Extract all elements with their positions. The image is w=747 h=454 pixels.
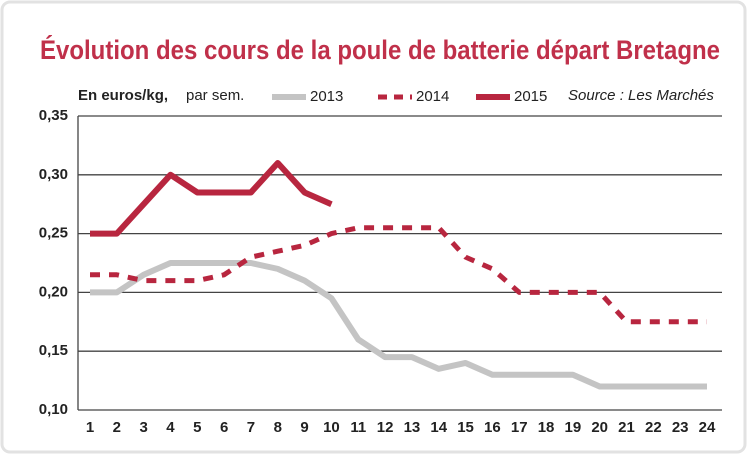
x-tick-label: 23 [672, 419, 689, 436]
legend-label: 2013 [310, 88, 343, 105]
y-tick-label: 0,35 [39, 107, 68, 124]
series-line [90, 260, 707, 390]
source: Source : Les Marchés [568, 87, 714, 104]
x-tick-label: 5 [193, 419, 201, 436]
x-tick-label: 1 [86, 419, 94, 436]
x-tick-label: 17 [511, 419, 528, 436]
series-line [90, 160, 333, 237]
x-tick-label: 12 [377, 419, 394, 436]
x-tick-label: 18 [538, 419, 555, 436]
x-tick-label: 16 [484, 419, 501, 436]
x-tick-label: 6 [220, 419, 228, 436]
x-tick-label: 2 [113, 419, 121, 436]
y-tick-label: 0,10 [39, 401, 68, 418]
legend: 2013 2014 2015 [272, 88, 547, 105]
x-tick-label: 8 [274, 419, 282, 436]
x-tick-label: 19 [565, 419, 582, 436]
x-tick-label: 14 [430, 419, 447, 436]
x-tick-label: 11 [350, 419, 366, 436]
x-tick-label: 24 [699, 419, 716, 436]
y-label-note: par sem. [186, 87, 244, 104]
x-tick-label: 3 [139, 419, 147, 436]
x-tick-label: 21 [618, 419, 635, 436]
y-tick-label: 0,20 [39, 283, 68, 300]
x-tick-label: 13 [404, 419, 421, 436]
legend-label: 2015 [514, 88, 547, 105]
x-tick-label: 22 [645, 419, 662, 436]
legend-label: 2014 [416, 88, 449, 105]
y-tick-label: 0,25 [39, 225, 68, 242]
x-tick-label: 10 [323, 419, 340, 436]
x-tick-label: 7 [247, 419, 255, 436]
y-tick-label: 0,15 [39, 342, 68, 359]
x-tick-label: 9 [300, 419, 308, 436]
chart-title: Évolution des cours de la poule de batte… [40, 34, 720, 65]
x-tick-label: 20 [591, 419, 608, 436]
series-line [90, 225, 707, 325]
y-label: En euros/kg, [78, 87, 168, 104]
x-tick-label: 15 [457, 419, 474, 436]
x-tick-label: 4 [166, 419, 175, 436]
y-tick-label: 0,30 [39, 166, 68, 183]
